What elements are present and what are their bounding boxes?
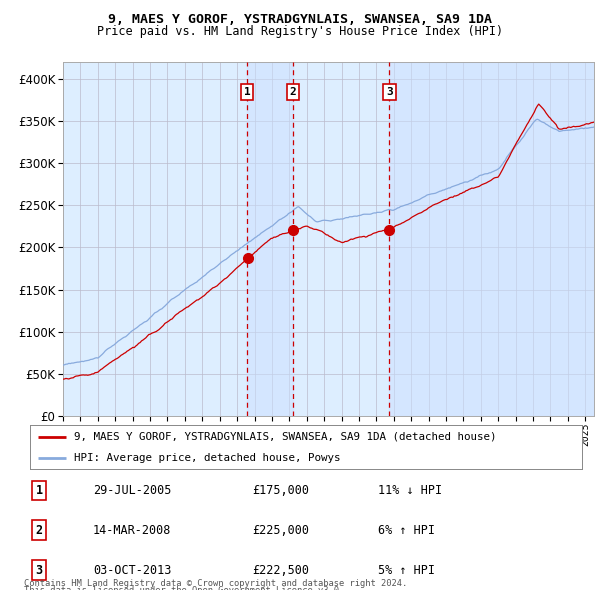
- Text: HPI: Average price, detached house, Powys: HPI: Average price, detached house, Powy…: [74, 453, 341, 463]
- Text: 29-JUL-2005: 29-JUL-2005: [93, 484, 172, 497]
- Text: £175,000: £175,000: [252, 484, 309, 497]
- Text: 11% ↓ HPI: 11% ↓ HPI: [378, 484, 442, 497]
- Text: 9, MAES Y GOROF, YSTRADGYNLAIS, SWANSEA, SA9 1DA (detached house): 9, MAES Y GOROF, YSTRADGYNLAIS, SWANSEA,…: [74, 432, 497, 442]
- Text: 1: 1: [35, 484, 43, 497]
- Text: 6% ↑ HPI: 6% ↑ HPI: [378, 524, 435, 537]
- Text: 9, MAES Y GOROF, YSTRADGYNLAIS, SWANSEA, SA9 1DA: 9, MAES Y GOROF, YSTRADGYNLAIS, SWANSEA,…: [108, 13, 492, 26]
- Text: 03-OCT-2013: 03-OCT-2013: [93, 563, 172, 576]
- Bar: [247, 62, 293, 416]
- Text: 2: 2: [290, 87, 296, 97]
- Text: Contains HM Land Registry data © Crown copyright and database right 2024.: Contains HM Land Registry data © Crown c…: [24, 579, 407, 588]
- Text: 3: 3: [386, 87, 393, 97]
- Text: 1: 1: [244, 87, 251, 97]
- Text: This data is licensed under the Open Government Licence v3.0.: This data is licensed under the Open Gov…: [24, 586, 344, 590]
- Text: 14-MAR-2008: 14-MAR-2008: [93, 524, 172, 537]
- Text: £222,500: £222,500: [252, 563, 309, 576]
- Text: 3: 3: [35, 563, 43, 576]
- Text: £225,000: £225,000: [252, 524, 309, 537]
- Text: 5% ↑ HPI: 5% ↑ HPI: [378, 563, 435, 576]
- Text: Price paid vs. HM Land Registry's House Price Index (HPI): Price paid vs. HM Land Registry's House …: [97, 25, 503, 38]
- Text: 2: 2: [35, 524, 43, 537]
- Bar: [389, 62, 594, 416]
